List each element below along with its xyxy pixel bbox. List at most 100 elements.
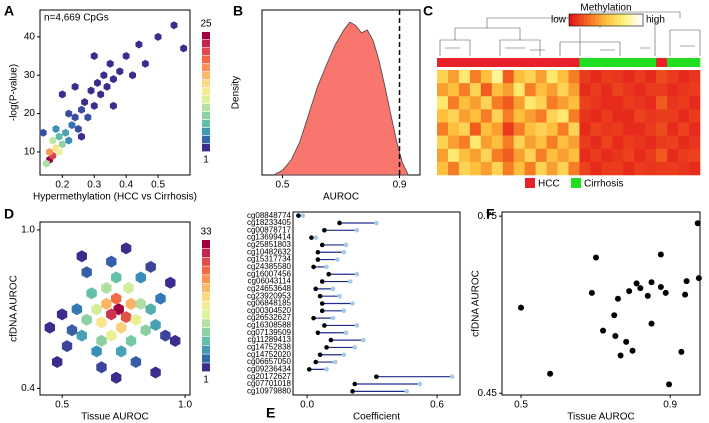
colorbar-swatch — [202, 345, 210, 354]
panel-letter: C — [423, 3, 433, 19]
y-category-label: cg10979880 — [247, 386, 292, 395]
legend-swatch — [606, 14, 610, 26]
hexbin-cell — [122, 52, 130, 60]
heatmap-cell — [437, 70, 449, 84]
hexbin-cell — [96, 316, 107, 329]
group-annotation — [524, 58, 536, 67]
legend-swatch — [617, 14, 622, 26]
x-tick-label: 0.9 — [663, 400, 677, 411]
heatmap-cell — [678, 161, 690, 176]
heatmap-cell — [645, 83, 657, 97]
hexbin-cell — [86, 287, 97, 300]
y-category-label: cg16308588 — [247, 321, 292, 330]
x-tick-label: 0.0 — [300, 400, 314, 411]
heatmap-cell — [667, 161, 679, 176]
heatmap-cell — [480, 135, 493, 150]
heatmap-cell — [645, 109, 657, 123]
hexbin-cell — [55, 132, 63, 141]
y-tick-label: 0.45 — [478, 388, 498, 399]
y-axis-label: cfDNA AUROC — [9, 275, 20, 342]
legend-swatch — [598, 14, 603, 26]
heatmap-cell — [546, 96, 558, 110]
heatmap-cell — [546, 161, 558, 176]
heatmap-cell — [513, 122, 525, 136]
hexbin-cell — [100, 71, 108, 80]
dot-secondary — [354, 271, 360, 277]
heatmap-cell — [480, 83, 493, 97]
x-tick-label: 0.3 — [87, 180, 101, 191]
heatmap-cell — [513, 135, 525, 150]
panel-letter: D — [4, 206, 14, 222]
hexbin-cell — [81, 313, 92, 326]
dot-secondary — [417, 381, 423, 387]
x-axis-label: Coefficient — [353, 412, 400, 423]
heatmap-cell — [535, 109, 547, 123]
group-annotation — [546, 58, 558, 67]
colorbar-swatch — [202, 72, 210, 80]
hexbin-cell — [58, 140, 66, 149]
colorbar-swatch — [202, 80, 210, 88]
heatmap-cell — [678, 148, 690, 163]
plot-frame — [292, 211, 461, 396]
heatmap-cell — [491, 122, 504, 136]
dot-primary — [313, 286, 319, 292]
heatmap-cell — [568, 109, 580, 123]
hexbin-cell — [116, 345, 127, 358]
group-annotation — [469, 58, 482, 67]
group-swatch — [571, 178, 581, 188]
dot-primary — [324, 345, 329, 350]
heatmap-cell — [491, 161, 504, 176]
plot-frame — [501, 211, 701, 396]
colorbar-label: 1 — [203, 155, 209, 166]
heatmap-cell — [667, 148, 679, 163]
heatmap-cell — [480, 122, 493, 136]
hexbin-cell — [135, 271, 146, 284]
scatter-point — [626, 288, 633, 295]
dot-primary — [352, 381, 358, 387]
scatter-point — [600, 327, 607, 334]
colorbar-swatch — [202, 292, 210, 301]
heatmap-cell — [557, 96, 569, 110]
hexbin-cell — [160, 329, 171, 342]
hexbin-cell — [91, 345, 102, 358]
group-annotation — [535, 58, 547, 67]
heatmap-cell — [524, 70, 536, 84]
hexbin-cell — [78, 132, 85, 141]
hexbin-cell — [116, 67, 124, 76]
hexbin-cell — [101, 297, 112, 310]
heatmap-cell — [546, 135, 558, 150]
heatmap-cell — [656, 148, 668, 163]
heatmap-cell — [469, 83, 482, 97]
hexbin-cell — [81, 266, 92, 279]
heatmap-cell — [458, 148, 471, 163]
hexbin-cell — [52, 125, 60, 133]
heatmap-cell — [579, 122, 591, 136]
heatmap-cell — [634, 109, 646, 123]
group-legend-label: HCC — [538, 179, 560, 190]
colorbar-swatch — [202, 266, 210, 275]
heatmap-cell — [623, 109, 635, 123]
heatmap-cell — [612, 96, 624, 110]
dendrogram-branches — [439, 11, 701, 56]
y-category-label: cg06848185 — [247, 299, 292, 308]
y-tick-label: 0.75 — [478, 211, 498, 222]
heatmap-cell — [557, 109, 569, 123]
group-annotation — [579, 58, 591, 67]
dot-primary — [315, 249, 321, 255]
heatmap-cell — [678, 70, 690, 84]
heatmap-cell — [447, 148, 460, 163]
heatmap-cell — [480, 96, 493, 110]
colorbar-swatch — [202, 284, 210, 293]
dot-primary — [319, 301, 325, 306]
heatmap-cell — [535, 148, 547, 163]
group-annotation — [458, 58, 471, 67]
heatmap-cell — [689, 83, 701, 97]
heatmap-cell — [469, 148, 482, 163]
heatmap-cell — [689, 135, 701, 150]
heatmap-cell — [645, 70, 657, 84]
y-tick-label: 40 — [24, 32, 36, 43]
heatmap-cell — [535, 122, 547, 136]
hexbin-cell — [154, 32, 162, 41]
y-category-label: cg07701018 — [247, 379, 292, 388]
